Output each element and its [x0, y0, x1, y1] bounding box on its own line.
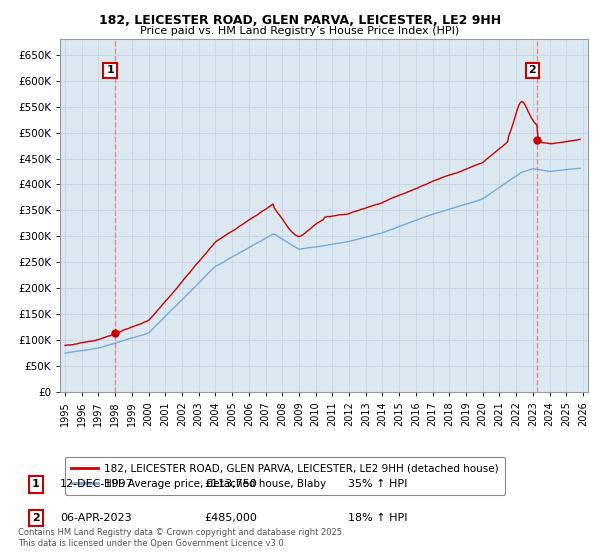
Text: Contains HM Land Registry data © Crown copyright and database right 2025.
This d: Contains HM Land Registry data © Crown c… — [18, 528, 344, 548]
Text: 2: 2 — [32, 513, 40, 523]
Text: 1: 1 — [32, 479, 40, 489]
Text: 182, LEICESTER ROAD, GLEN PARVA, LEICESTER, LE2 9HH: 182, LEICESTER ROAD, GLEN PARVA, LEICEST… — [99, 14, 501, 27]
Text: 06-APR-2023: 06-APR-2023 — [60, 513, 131, 523]
Legend: 182, LEICESTER ROAD, GLEN PARVA, LEICESTER, LE2 9HH (detached house), HPI: Avera: 182, LEICESTER ROAD, GLEN PARVA, LEICEST… — [65, 457, 505, 495]
Text: 2: 2 — [529, 66, 536, 76]
Text: 1: 1 — [106, 66, 114, 76]
Text: £113,750: £113,750 — [204, 479, 257, 489]
Text: 35% ↑ HPI: 35% ↑ HPI — [348, 479, 407, 489]
Text: Price paid vs. HM Land Registry’s House Price Index (HPI): Price paid vs. HM Land Registry’s House … — [140, 26, 460, 36]
Text: 12-DEC-1997: 12-DEC-1997 — [60, 479, 134, 489]
Text: 18% ↑ HPI: 18% ↑ HPI — [348, 513, 407, 523]
Text: £485,000: £485,000 — [204, 513, 257, 523]
